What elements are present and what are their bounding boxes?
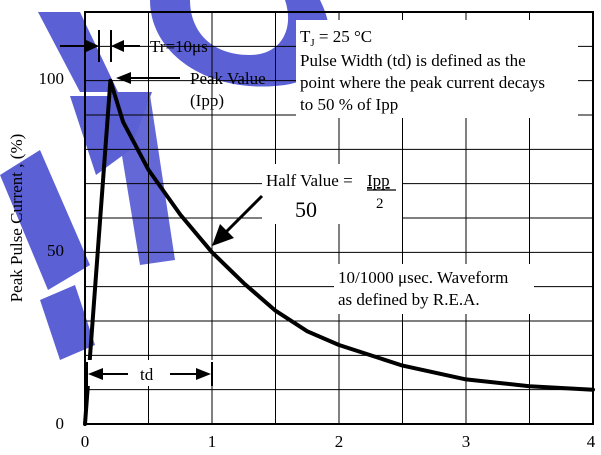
tr-label: Tr=10μs: [150, 37, 208, 56]
waveform-note-background: [334, 264, 534, 314]
peak-value-annotation: Peak Value (Ipp): [116, 69, 266, 110]
y-tick-label: 100: [39, 69, 65, 88]
x-tick-label: 3: [462, 432, 471, 451]
half-value-background: [262, 164, 402, 224]
x-tick-label: 4: [587, 432, 596, 451]
y-tick-label: 0: [56, 414, 65, 433]
pulse-width-line-3: to 50 % of Ipp: [300, 95, 398, 114]
half-value-denominator: 2: [376, 196, 384, 212]
note-background: [296, 20, 578, 118]
pulse-width-line-2: point where the peak current decays: [300, 73, 545, 92]
x-tick-label: 1: [208, 432, 217, 451]
td-annotation: td: [86, 360, 215, 386]
waveform-line-2: as defined by R.E.A.: [338, 290, 480, 309]
tj-label: TJ = 25 °C: [300, 27, 372, 49]
waveform-line-1: 10/1000 μsec. Waveform: [338, 268, 508, 287]
half-value-50: 50: [295, 197, 317, 222]
watermark-w-left: [38, 12, 118, 92]
series-line: [83, 78, 595, 426]
tr-annotation: Tr=10μs: [60, 30, 208, 62]
peak-arrow-head: [116, 72, 131, 84]
x-tick-labels: 0 1 2 3 4: [81, 432, 596, 451]
td-label: td: [140, 365, 154, 384]
half-value-annotation: Half Value = Ipp 2 50: [212, 164, 402, 246]
half-value-label: Half Value =: [266, 171, 353, 190]
watermark-diagonal: [0, 150, 90, 290]
waveform-note: 10/1000 μsec. Waveform as defined by R.E…: [334, 264, 534, 314]
peak-value-label: Peak Value: [190, 69, 266, 88]
y-axis-label: Peak Pulse Current , (%): [7, 134, 26, 303]
td-arrow-right-head: [196, 368, 211, 380]
x-tick-label: 2: [335, 432, 344, 451]
y-tick-labels: 0 50 100: [39, 69, 65, 433]
tr-arrow-left-head: [86, 40, 99, 52]
half-value-numerator: Ipp: [367, 171, 390, 190]
pulse-width-note: TJ = 25 °C Pulse Width (td) is defined a…: [296, 20, 578, 118]
peak-value-ipp: (Ipp): [190, 91, 224, 110]
plot-frame: [84, 11, 594, 425]
tr-arrow-right-head: [111, 40, 124, 52]
x-tick-label: 0: [81, 432, 90, 451]
watermark-stroke-2: [112, 95, 175, 265]
watermark-stroke: [40, 285, 95, 360]
half-value-arrow-line: [224, 194, 264, 234]
td-arrow-left-head: [88, 368, 103, 380]
pulse-width-line-1: Pulse Width (td) is defined as the: [300, 51, 526, 70]
watermark-swoosh: [150, 0, 330, 87]
y-tick-label: 50: [47, 241, 64, 260]
half-value-arrow-head: [212, 224, 234, 246]
